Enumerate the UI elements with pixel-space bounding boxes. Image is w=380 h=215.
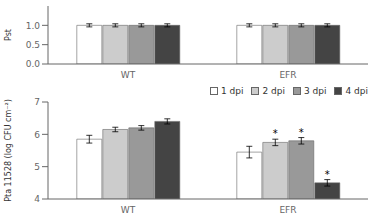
svg-text:5: 5	[34, 162, 40, 172]
svg-text:Pst: Pst	[8, 29, 13, 41]
svg-text:Pta 11528 (log CFU cm⁻²): Pta 11528 (log CFU cm⁻²)	[8, 99, 13, 202]
svg-text:EFR: EFR	[279, 70, 296, 80]
svg-text:WT: WT	[121, 205, 136, 215]
svg-text:7: 7	[34, 97, 40, 107]
html-text:3 dpi: 3 dpi	[304, 86, 327, 96]
svg-text:WT: WT	[121, 70, 136, 80]
html-text:1 dpi: 1 dpi	[220, 86, 244, 96]
svg-text:EFR: EFR	[279, 205, 296, 215]
svg-text:*: *	[325, 169, 330, 180]
svg-text:0.0: 0.0	[26, 59, 41, 69]
svg-text:*: *	[273, 128, 278, 139]
html-text:2 dpi: 2 dpi	[262, 86, 285, 96]
html-text:4 dpi: 4 dpi	[345, 86, 368, 96]
svg-text:6: 6	[34, 130, 40, 140]
svg-text:*: *	[299, 127, 304, 138]
svg-text:1.0: 1.0	[26, 21, 41, 31]
svg-text:0.5: 0.5	[26, 40, 40, 50]
svg-text:4: 4	[34, 194, 40, 204]
